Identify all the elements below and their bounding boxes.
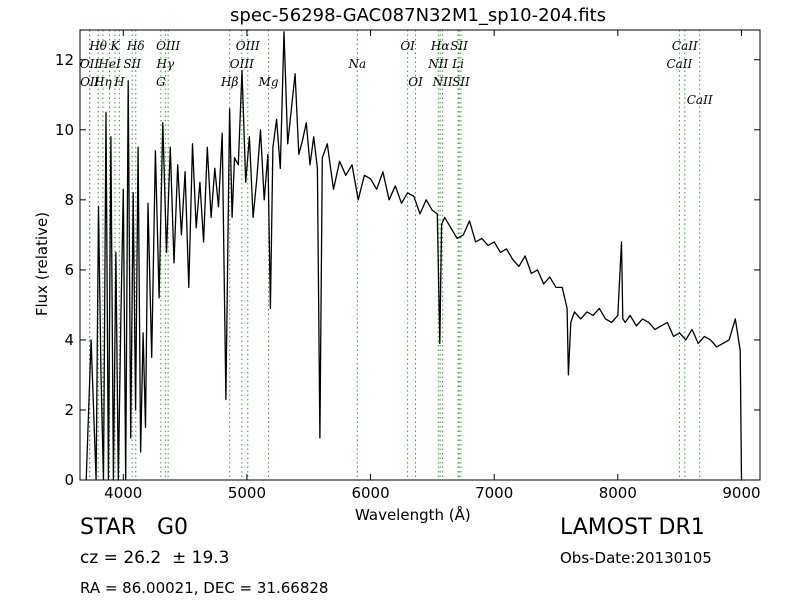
spectral-line-label: CaII — [666, 57, 692, 71]
spectral-line-label: SII — [123, 57, 141, 71]
object-class: STAR — [80, 515, 137, 540]
spectral-line-label: G — [156, 75, 166, 89]
y-tick-label: 0 — [64, 471, 74, 489]
spectral-line-label: K — [110, 39, 121, 53]
x-tick-label: 7000 — [475, 484, 513, 502]
y-tick-label: 2 — [64, 401, 74, 419]
plot-axes — [79, 29, 761, 481]
spectral-line-label: Mg — [258, 75, 279, 89]
coordinates-text: RA = 86.00021, DEC = 31.66828 — [80, 579, 329, 597]
spectral-line-label: NII — [432, 75, 453, 89]
spectral-line-label: CaII — [687, 93, 713, 107]
x-tick-label: 6000 — [351, 484, 389, 502]
plot-frame — [79, 29, 761, 481]
chart-title: spec-56298-GAC087N32M1_sp10-204.fits — [230, 5, 606, 26]
x-axis-label: Wavelength (Å) — [355, 506, 471, 524]
x-tick-label: 8000 — [599, 484, 637, 502]
spectral-line-label: OIII — [156, 39, 180, 53]
observation-date: Obs-Date:20130105 — [560, 549, 712, 567]
y-tick-label: 8 — [64, 191, 74, 209]
spectral-line-label: SII — [452, 75, 470, 89]
spectral-line-label: OIII — [230, 57, 254, 71]
spectral-line-label: OII — [80, 57, 100, 71]
y-tick-label: 6 — [64, 261, 74, 279]
y-tick-label: 4 — [64, 331, 74, 349]
redshift-text: cz = 26.2 ± 19.3 — [80, 548, 230, 568]
spectral-line-label: NII — [427, 57, 448, 71]
spectral-line-label: Li — [451, 57, 464, 71]
spectral-line-label: CaII — [672, 39, 698, 53]
spectral-line-label: H — [113, 75, 125, 89]
x-axis-ticks: 4000 5000 6000 7000 8000 9000 — [104, 30, 761, 502]
spectral-line-label: OI — [408, 75, 423, 89]
spectral-line-label: OII — [80, 75, 100, 89]
object-subclass: G0 — [157, 515, 189, 540]
spectral-line-label: Hγ — [155, 57, 174, 71]
spectral-line-label: SII — [450, 39, 468, 53]
spectrum-line — [85, 31, 743, 481]
y-axis-ticks: 0 2 4 6 8 10 12 — [55, 51, 760, 489]
spectral-line-label: HeI — [97, 57, 121, 71]
y-tick-label: 12 — [55, 51, 74, 69]
spectral-line-label: Hη — [93, 75, 112, 89]
x-tick-label: 4000 — [104, 484, 142, 502]
y-axis-label: Flux (relative) — [33, 211, 51, 317]
x-tick-label: 9000 — [722, 484, 760, 502]
spectral-line-label: Hβ — [220, 75, 238, 89]
spectral-line-label: Hδ — [126, 39, 145, 53]
spectrum-series — [85, 31, 743, 481]
spectral-line-label: Hθ — [88, 39, 107, 53]
spectral-line-markers — [89, 30, 701, 480]
y-tick-label: 10 — [55, 121, 74, 139]
spectral-line-label: Hα — [430, 39, 450, 53]
spectral-line-label: OIII — [236, 39, 260, 53]
x-tick-label: 5000 — [228, 484, 266, 502]
spectral-line-label: OI — [400, 39, 415, 53]
survey-name: LAMOST DR1 — [560, 515, 705, 540]
spectral-line-label: Na — [347, 57, 366, 71]
